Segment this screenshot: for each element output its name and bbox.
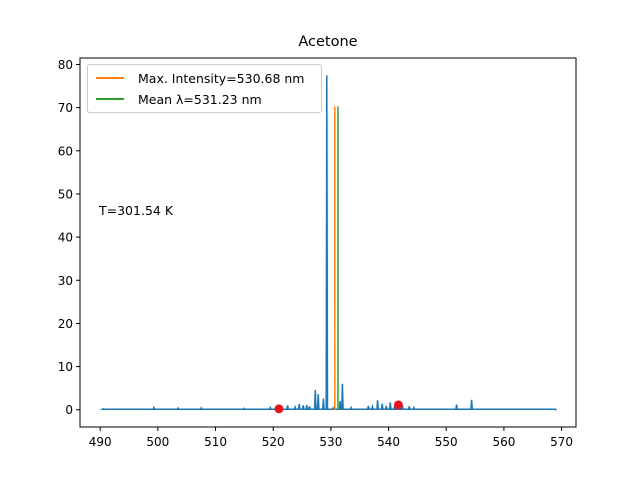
x-tick-label: 520	[262, 435, 285, 449]
legend: Max. Intensity=530.68 nm Mean λ=531.23 n…	[87, 64, 322, 113]
x-tick-label: 490	[89, 435, 112, 449]
green-line-swatch	[96, 98, 124, 100]
y-tick-label: 10	[58, 360, 73, 374]
x-tick-label: 560	[492, 435, 515, 449]
x-tick-label: 530	[319, 435, 342, 449]
x-tick-label: 550	[435, 435, 458, 449]
scatter-marker	[393, 400, 403, 410]
axes-frame	[79, 57, 577, 428]
x-tick-label: 540	[377, 435, 400, 449]
scatter-marker	[274, 404, 284, 414]
x-tick-label: 510	[204, 435, 227, 449]
x-tick-label: 500	[146, 435, 169, 449]
temperature-annotation: T=301.54 K	[99, 203, 174, 218]
y-tick-label: 80	[58, 58, 73, 72]
plot-area	[99, 75, 557, 414]
legend-item-max-intensity: Max. Intensity=530.68 nm	[96, 69, 304, 87]
spectrum-line	[99, 75, 557, 411]
y-tick-label: 40	[58, 231, 73, 245]
orange-line-swatch	[96, 77, 124, 79]
y-tick-label: 30	[58, 274, 73, 288]
y-tick-label: 0	[65, 403, 73, 417]
legend-item-mean-wavelength: Mean λ=531.23 nm	[96, 90, 262, 108]
legend-label: Max. Intensity=530.68 nm	[138, 70, 305, 86]
y-tick-label: 20	[58, 317, 73, 331]
legend-label: Mean λ=531.23 nm	[138, 91, 262, 107]
chart-title: Acetone	[298, 34, 358, 50]
y-axis: 0 10 20 30 40 50 60 70 80	[58, 58, 80, 417]
y-tick-label: 60	[58, 144, 73, 158]
x-tick-label: 570	[550, 435, 573, 449]
x-axis: 490 500 510 520 530 540 550 560 570	[89, 427, 573, 449]
y-tick-label: 70	[58, 101, 73, 115]
y-tick-label: 50	[58, 187, 73, 201]
